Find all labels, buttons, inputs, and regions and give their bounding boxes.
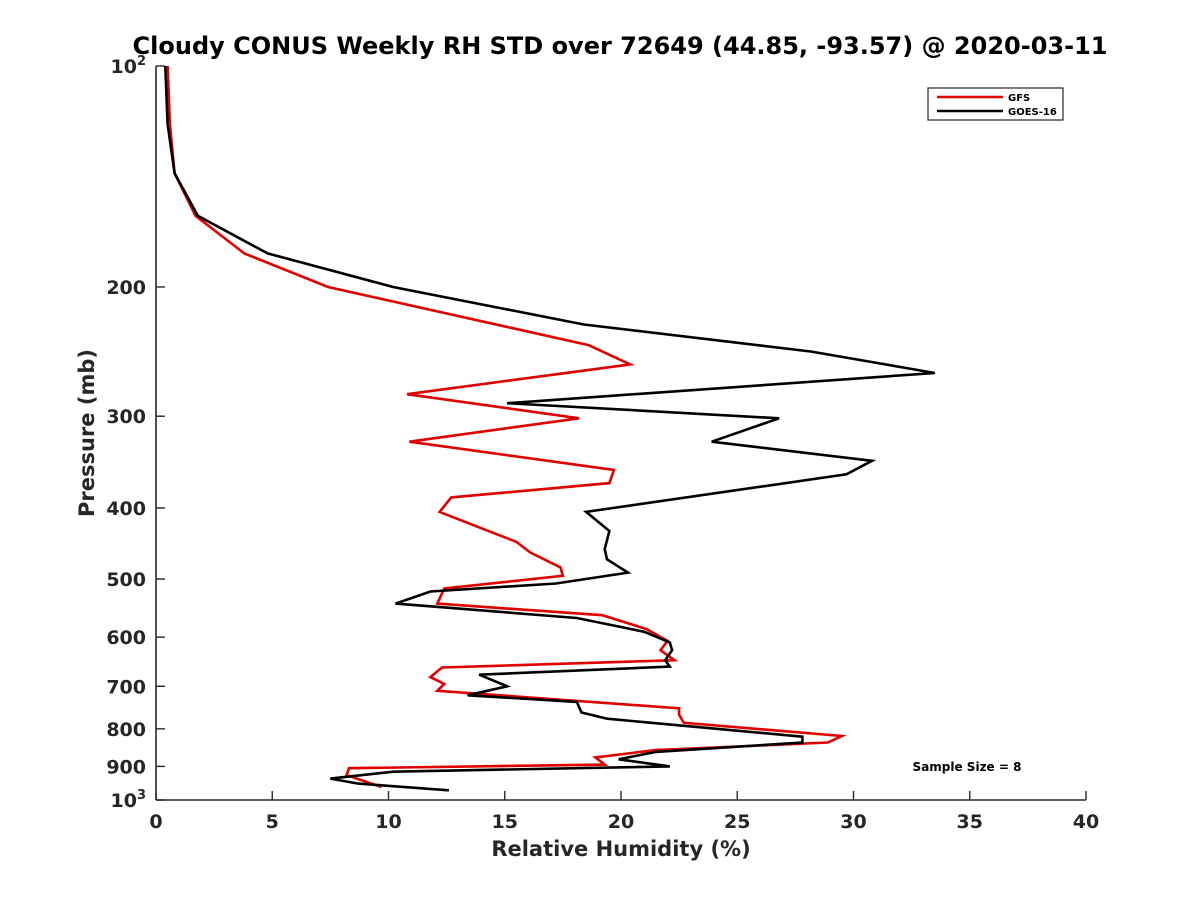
- series-line-gfs: [166, 65, 847, 789]
- x-tick-label: 30: [840, 811, 866, 833]
- y-tick-label: 700: [106, 676, 146, 698]
- series-line-goes-16: [164, 65, 936, 792]
- y-tick-label: 900: [106, 756, 146, 778]
- y-tick-label: 400: [106, 498, 146, 520]
- x-tick-label: 25: [724, 811, 750, 833]
- x-tick-label: 35: [957, 811, 983, 833]
- y-tick-label: 500: [106, 569, 146, 591]
- y-tick-label: 103: [111, 788, 147, 812]
- chart-title: Cloudy CONUS Weekly RH STD over 72649 (4…: [133, 32, 1108, 60]
- legend-box: [927, 87, 1064, 121]
- y-tick-label: 200: [106, 277, 146, 299]
- sample-size-annotation: Sample Size = 8: [913, 760, 1022, 774]
- x-axis-label: Relative Humidity (%): [491, 837, 750, 861]
- plot-area: [164, 65, 936, 792]
- y-axis-label: Pressure (mb): [75, 349, 99, 517]
- legend-label: GFS: [1008, 93, 1030, 104]
- y-tick-label: 600: [106, 627, 146, 649]
- x-tick-label: 15: [492, 811, 518, 833]
- x-tick-label: 20: [608, 811, 634, 833]
- y-tick-label: 102: [111, 54, 147, 78]
- y-axis-ticks: 102 200 300 400 500 600 700 800 900 103: [106, 54, 165, 812]
- y-tick-label: 800: [106, 719, 146, 741]
- x-tick-label: 5: [266, 811, 279, 833]
- legend-label: GOES-16: [1008, 107, 1057, 118]
- x-tick-label: 10: [375, 811, 401, 833]
- x-axis-ticks: 0 5 10 15 20 25 30 35 40: [149, 791, 1099, 833]
- legend: GFS GOES-16: [927, 87, 1064, 121]
- y-tick-label: 300: [106, 406, 146, 428]
- x-tick-label: 0: [149, 811, 162, 833]
- x-tick-label: 40: [1073, 811, 1099, 833]
